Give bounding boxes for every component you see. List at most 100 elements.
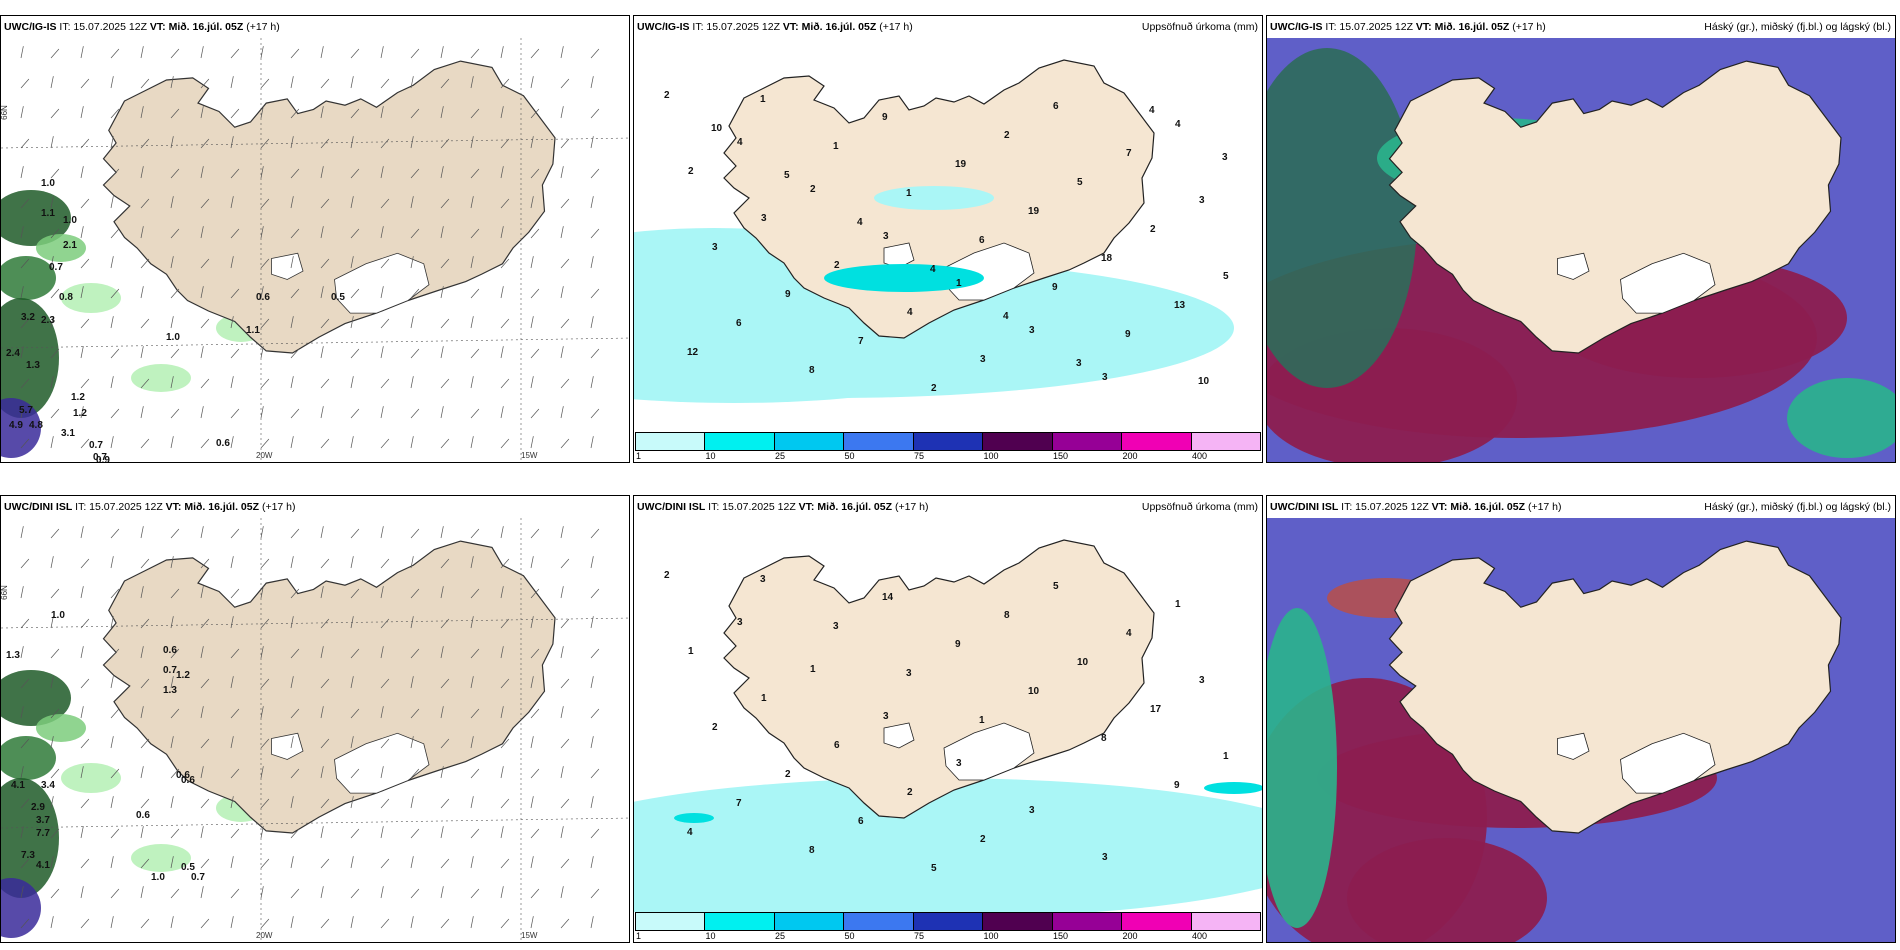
- wind-barb: [380, 106, 384, 119]
- wind-barb: [140, 798, 150, 809]
- colorbar-label: 150: [1053, 931, 1069, 941]
- wind-barb: [590, 828, 600, 839]
- wind-barb: [170, 616, 174, 629]
- wind-barb: [50, 76, 54, 89]
- wind-barb: [230, 888, 240, 899]
- latitude-line: [1, 617, 629, 629]
- precip-value: 9: [882, 112, 888, 123]
- wind-barb: [290, 616, 294, 629]
- wind-barb: [530, 436, 534, 449]
- precip-value: 3: [1199, 195, 1205, 206]
- precip-colorbar: 1 10 25 50 75 100 150 200 400: [634, 912, 1262, 942]
- iceland-landmass: [102, 60, 556, 354]
- wind-value: 0.6: [181, 775, 195, 786]
- wind-barb: [590, 768, 600, 779]
- wind-barb: [470, 228, 480, 239]
- wind-barb: [50, 648, 60, 659]
- wind-barb: [170, 348, 180, 359]
- wind-value: 4.1: [11, 780, 25, 791]
- wind-barb: [470, 796, 474, 809]
- wind-barb: [260, 798, 270, 809]
- precip-value: 3: [1102, 852, 1108, 863]
- wind-barb: [440, 706, 444, 719]
- wind-barb: [290, 288, 300, 299]
- wind-value: 5.7: [19, 405, 33, 416]
- colorbar-label: 100: [983, 931, 999, 941]
- precip-shade: [61, 283, 121, 313]
- wind-barb: [260, 558, 270, 569]
- wind-barb: [110, 408, 120, 419]
- wind-barb: [440, 738, 450, 749]
- panel-title: UWC/IG-IS IT: 15.07.2025 12Z VT: Mið. 16…: [634, 16, 1262, 38]
- wind-barb: [380, 378, 390, 389]
- wind-barb: [260, 646, 264, 659]
- wind-barb: [410, 408, 420, 419]
- wind-barb: [410, 436, 414, 449]
- wind-barb: [50, 256, 54, 269]
- wind-barb: [560, 166, 564, 179]
- wind-barb: [260, 886, 264, 899]
- wind-barb: [260, 198, 270, 209]
- wind-barb: [290, 768, 300, 779]
- wind-barb: [500, 918, 510, 929]
- wind-barb: [350, 136, 354, 149]
- wind-barb: [170, 676, 174, 689]
- wind-barb: [590, 888, 600, 899]
- precip-shade: [1, 298, 59, 418]
- wind-barb: [50, 736, 54, 749]
- wind-barb: [170, 588, 180, 599]
- wind-barb: [140, 166, 144, 179]
- wind-barb: [80, 918, 90, 929]
- init-time: IT: 15.07.2025 12Z: [708, 501, 796, 513]
- wind-barb: [560, 706, 564, 719]
- wind-barb: [230, 48, 240, 59]
- wind-barb: [260, 166, 264, 179]
- precip-shade: [1, 398, 41, 458]
- wind-barb: [170, 528, 180, 539]
- wind-barb: [80, 226, 84, 239]
- wind-barb: [80, 678, 90, 689]
- wind-barb: [530, 136, 534, 149]
- wind-barb: [590, 196, 594, 209]
- wind-value: 0.7: [93, 452, 107, 462]
- wind-value: 1.0: [51, 610, 65, 621]
- wind-barb: [530, 556, 534, 569]
- wind-barb: [110, 676, 114, 689]
- wind-barb: [440, 258, 450, 269]
- lon-label: 15W: [521, 931, 538, 940]
- wind-barb: [170, 796, 174, 809]
- model-name: UWC/DINI ISL: [1270, 501, 1339, 513]
- wind-value: 1.2: [73, 408, 87, 419]
- latitude-line: [1, 337, 629, 349]
- wind-barb: [530, 76, 534, 89]
- precip-shade: [1, 256, 56, 300]
- wind-barb: [320, 558, 330, 569]
- wind-barb: [440, 198, 450, 209]
- wind-barb: [560, 438, 570, 449]
- wind-barb: [440, 346, 444, 359]
- wind-barb: [80, 766, 84, 779]
- init-time: IT: 15.07.2025 12Z: [1325, 21, 1413, 33]
- wind-barb: [200, 618, 210, 629]
- wind-barb: [560, 886, 564, 899]
- wind-barb: [290, 828, 300, 839]
- wind-barb: [350, 168, 360, 179]
- wind-barb: [230, 196, 234, 209]
- wind-barb: [290, 108, 300, 119]
- wind-barb: [140, 526, 144, 539]
- wind-barb: [20, 378, 30, 389]
- wind-barb: [560, 766, 564, 779]
- wind-value: 1.0: [151, 872, 165, 883]
- wind-barb: [290, 316, 294, 329]
- wind-barb: [500, 318, 510, 329]
- panel-2: 2 4 2 3 1 3 3 4 2 3 2 4 3 6 7 3 3 9 7 2 2 5 2 5 6 8 9 19 19 18 13 12 1 1 1…: [633, 15, 1263, 463]
- precip-value: 12: [687, 347, 699, 358]
- wind-barb: [290, 228, 300, 239]
- colorbar-cell: [636, 433, 706, 450]
- wind-barb: [260, 918, 270, 929]
- wind-barb: [140, 318, 150, 329]
- wind-barb: [440, 378, 450, 389]
- wind-barb: [530, 48, 540, 59]
- wind-barb: [80, 826, 84, 839]
- precip-value: 3: [956, 758, 962, 769]
